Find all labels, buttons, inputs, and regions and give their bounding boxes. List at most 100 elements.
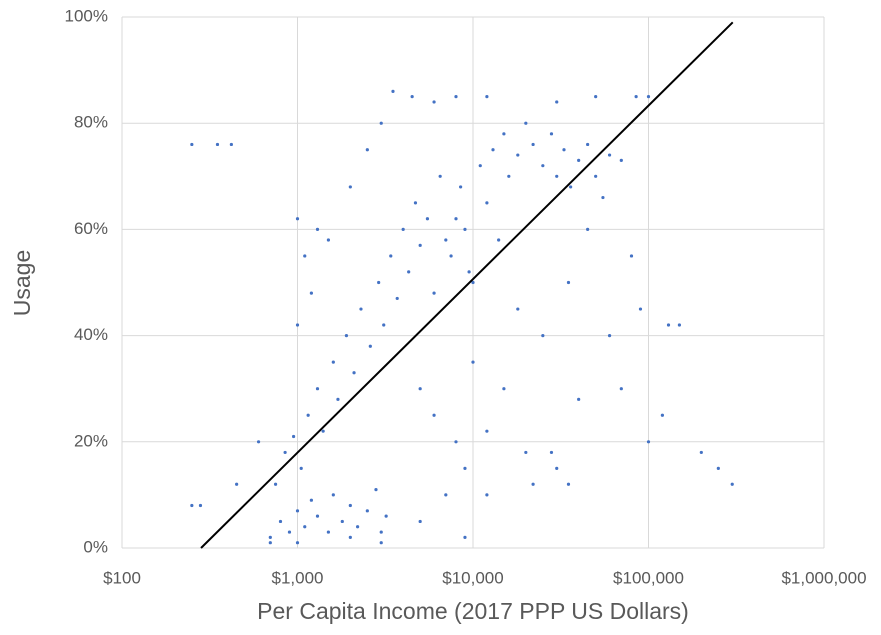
point [229,142,233,147]
point [235,482,239,486]
point [344,334,349,338]
x-tick-label: $1,000,000 [781,568,866,587]
point [198,503,203,508]
point [577,397,581,401]
x-axis-title: Per Capita Income (2017 PPP US Dollars) [257,598,689,624]
x-tick-label: $100,000 [613,568,684,587]
point [516,307,520,311]
point [295,509,300,513]
point [374,487,378,492]
y-tick-label: 0% [83,537,108,556]
x-tick-label: $100 [103,568,141,587]
point [594,95,598,99]
point [607,334,612,338]
point [368,344,372,348]
point [660,413,664,417]
point [315,514,320,518]
point [577,158,581,162]
point [485,429,489,433]
point [340,519,344,524]
point [646,440,651,444]
point [485,493,489,497]
trend-line [200,21,734,549]
y-tick-label: 60% [74,219,108,238]
point [382,323,386,327]
point [410,95,414,99]
point [190,503,194,508]
point [454,440,458,444]
point [391,89,395,93]
point [646,95,651,99]
point [306,413,310,417]
point [291,434,296,439]
point [287,530,292,534]
x-tick-label: $10,000 [442,568,503,587]
point [471,360,475,364]
point [283,450,287,455]
point [485,95,489,99]
point [541,164,545,168]
point [444,493,448,497]
point [601,195,605,200]
point [629,254,634,258]
point [352,371,356,375]
y-tick-label: 40% [74,325,108,344]
point [303,525,307,529]
point [295,541,300,545]
point [326,530,331,534]
point [730,482,734,486]
point [485,201,489,205]
point [268,541,272,545]
x-tick-label: $1,000 [272,568,324,587]
point [454,95,458,99]
point [331,360,335,364]
point [531,482,535,486]
point [444,238,448,242]
point [569,185,573,189]
point [190,142,194,147]
point [389,254,393,258]
point [502,387,506,391]
point [467,270,471,274]
point [454,217,458,221]
point [321,429,325,433]
point [634,95,638,99]
point [303,254,307,258]
point [278,519,283,524]
point [638,307,643,311]
point [407,270,411,274]
point [432,291,436,295]
point [594,174,598,178]
point [336,397,340,401]
point [326,238,331,242]
point [471,280,475,285]
point [666,323,671,327]
point [348,185,352,189]
point [256,440,261,444]
point [507,174,511,178]
point [516,153,520,157]
point [365,148,369,152]
point [607,153,612,157]
point [418,387,422,391]
point [359,307,363,311]
y-axis-title: Usage [9,250,35,316]
point [586,142,590,147]
point [586,227,590,231]
point [555,174,559,178]
point [384,514,388,518]
point [677,323,682,327]
point [478,164,482,168]
point [315,387,320,391]
point [268,535,272,539]
y-tick-label: 100% [65,6,108,25]
point [379,121,383,125]
point [531,142,535,147]
point [555,466,559,470]
point [524,121,528,125]
point [309,498,313,502]
point [273,482,278,486]
point [432,413,436,417]
point [716,466,720,470]
